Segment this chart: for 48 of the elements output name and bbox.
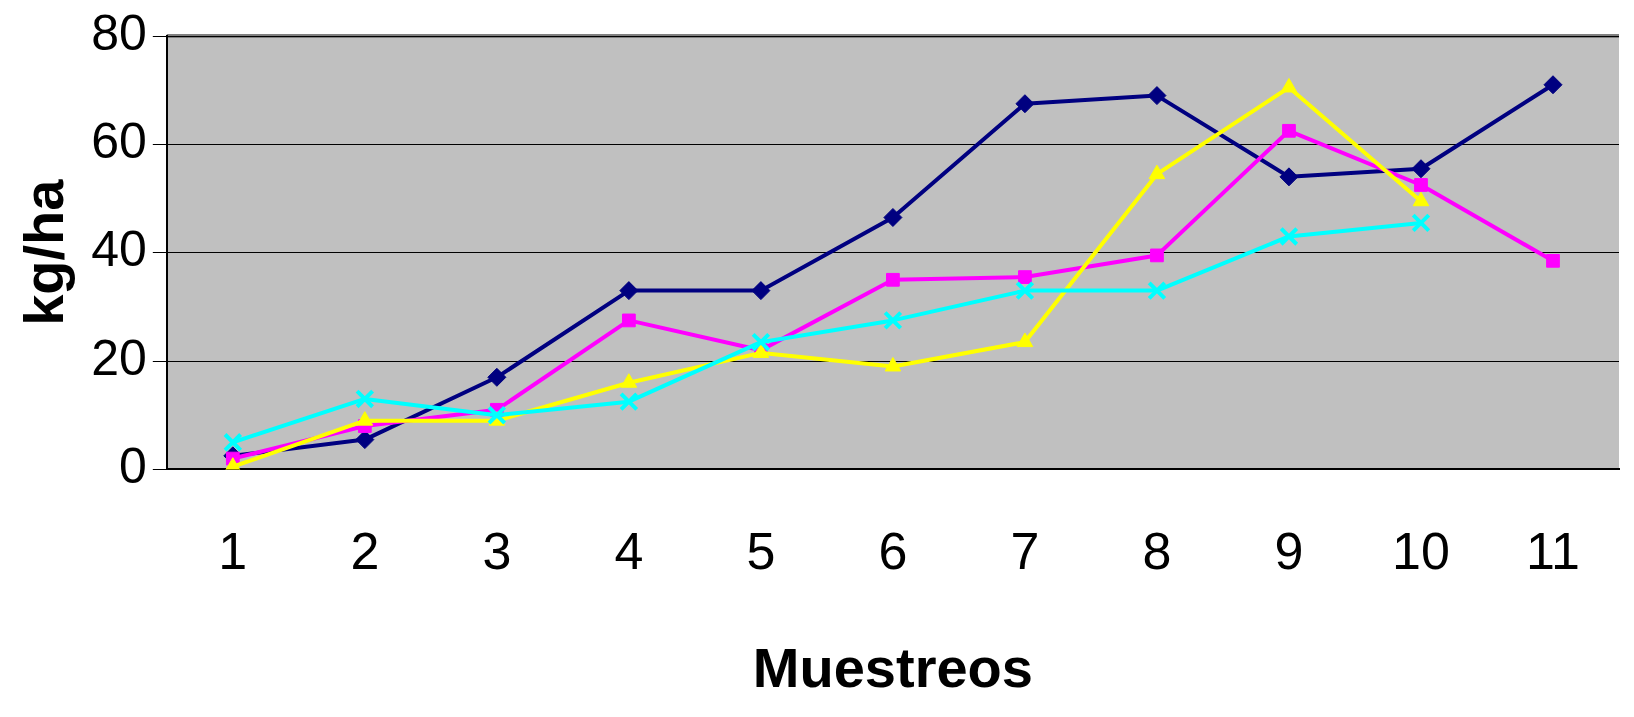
point [622,313,636,328]
point [751,281,771,301]
point [619,281,639,301]
point [1414,178,1428,192]
y-tick-label: 0 [119,438,147,495]
point [1411,213,1431,233]
point [1543,75,1563,95]
x-tick-label: 9 [1274,521,1304,580]
y-tick-label: 60 [91,113,147,170]
point [751,332,771,352]
point [1282,123,1296,138]
point [1546,253,1560,268]
point [355,389,375,409]
point [1147,280,1167,301]
point [487,405,507,425]
point [1411,159,1431,179]
point [355,430,375,450]
point [1150,248,1164,263]
point [487,367,507,387]
point [1018,270,1032,284]
point [356,411,374,426]
x-tick-label: 1 [218,521,248,580]
y-tick-label: 80 [91,4,147,61]
x-tick-label: 4 [614,521,644,580]
point [1015,280,1035,301]
x-tick-label: 8 [1142,521,1172,580]
x-axis-title: Muestreos [752,635,1033,699]
y-tick-label: 40 [91,221,147,278]
point [620,373,638,388]
x-tick-label: 10 [1392,521,1450,580]
point [619,391,639,412]
x-tick-label: 6 [878,521,908,580]
x-tick-label: 5 [746,521,776,580]
point [883,207,903,227]
point [1279,167,1299,187]
y-axis-title: kg/ha [12,178,76,326]
point [883,310,903,331]
y-tick-label: 20 [91,329,147,386]
point [223,432,243,453]
point [886,272,900,287]
point [1279,226,1299,247]
x-tick-label: 7 [1010,521,1040,580]
x-tick-label: 3 [482,521,512,580]
x-tick-label: 2 [350,521,380,580]
x-tick-label: 11 [1526,521,1580,580]
point [1016,332,1034,348]
point [1015,94,1035,114]
point [1147,86,1167,106]
